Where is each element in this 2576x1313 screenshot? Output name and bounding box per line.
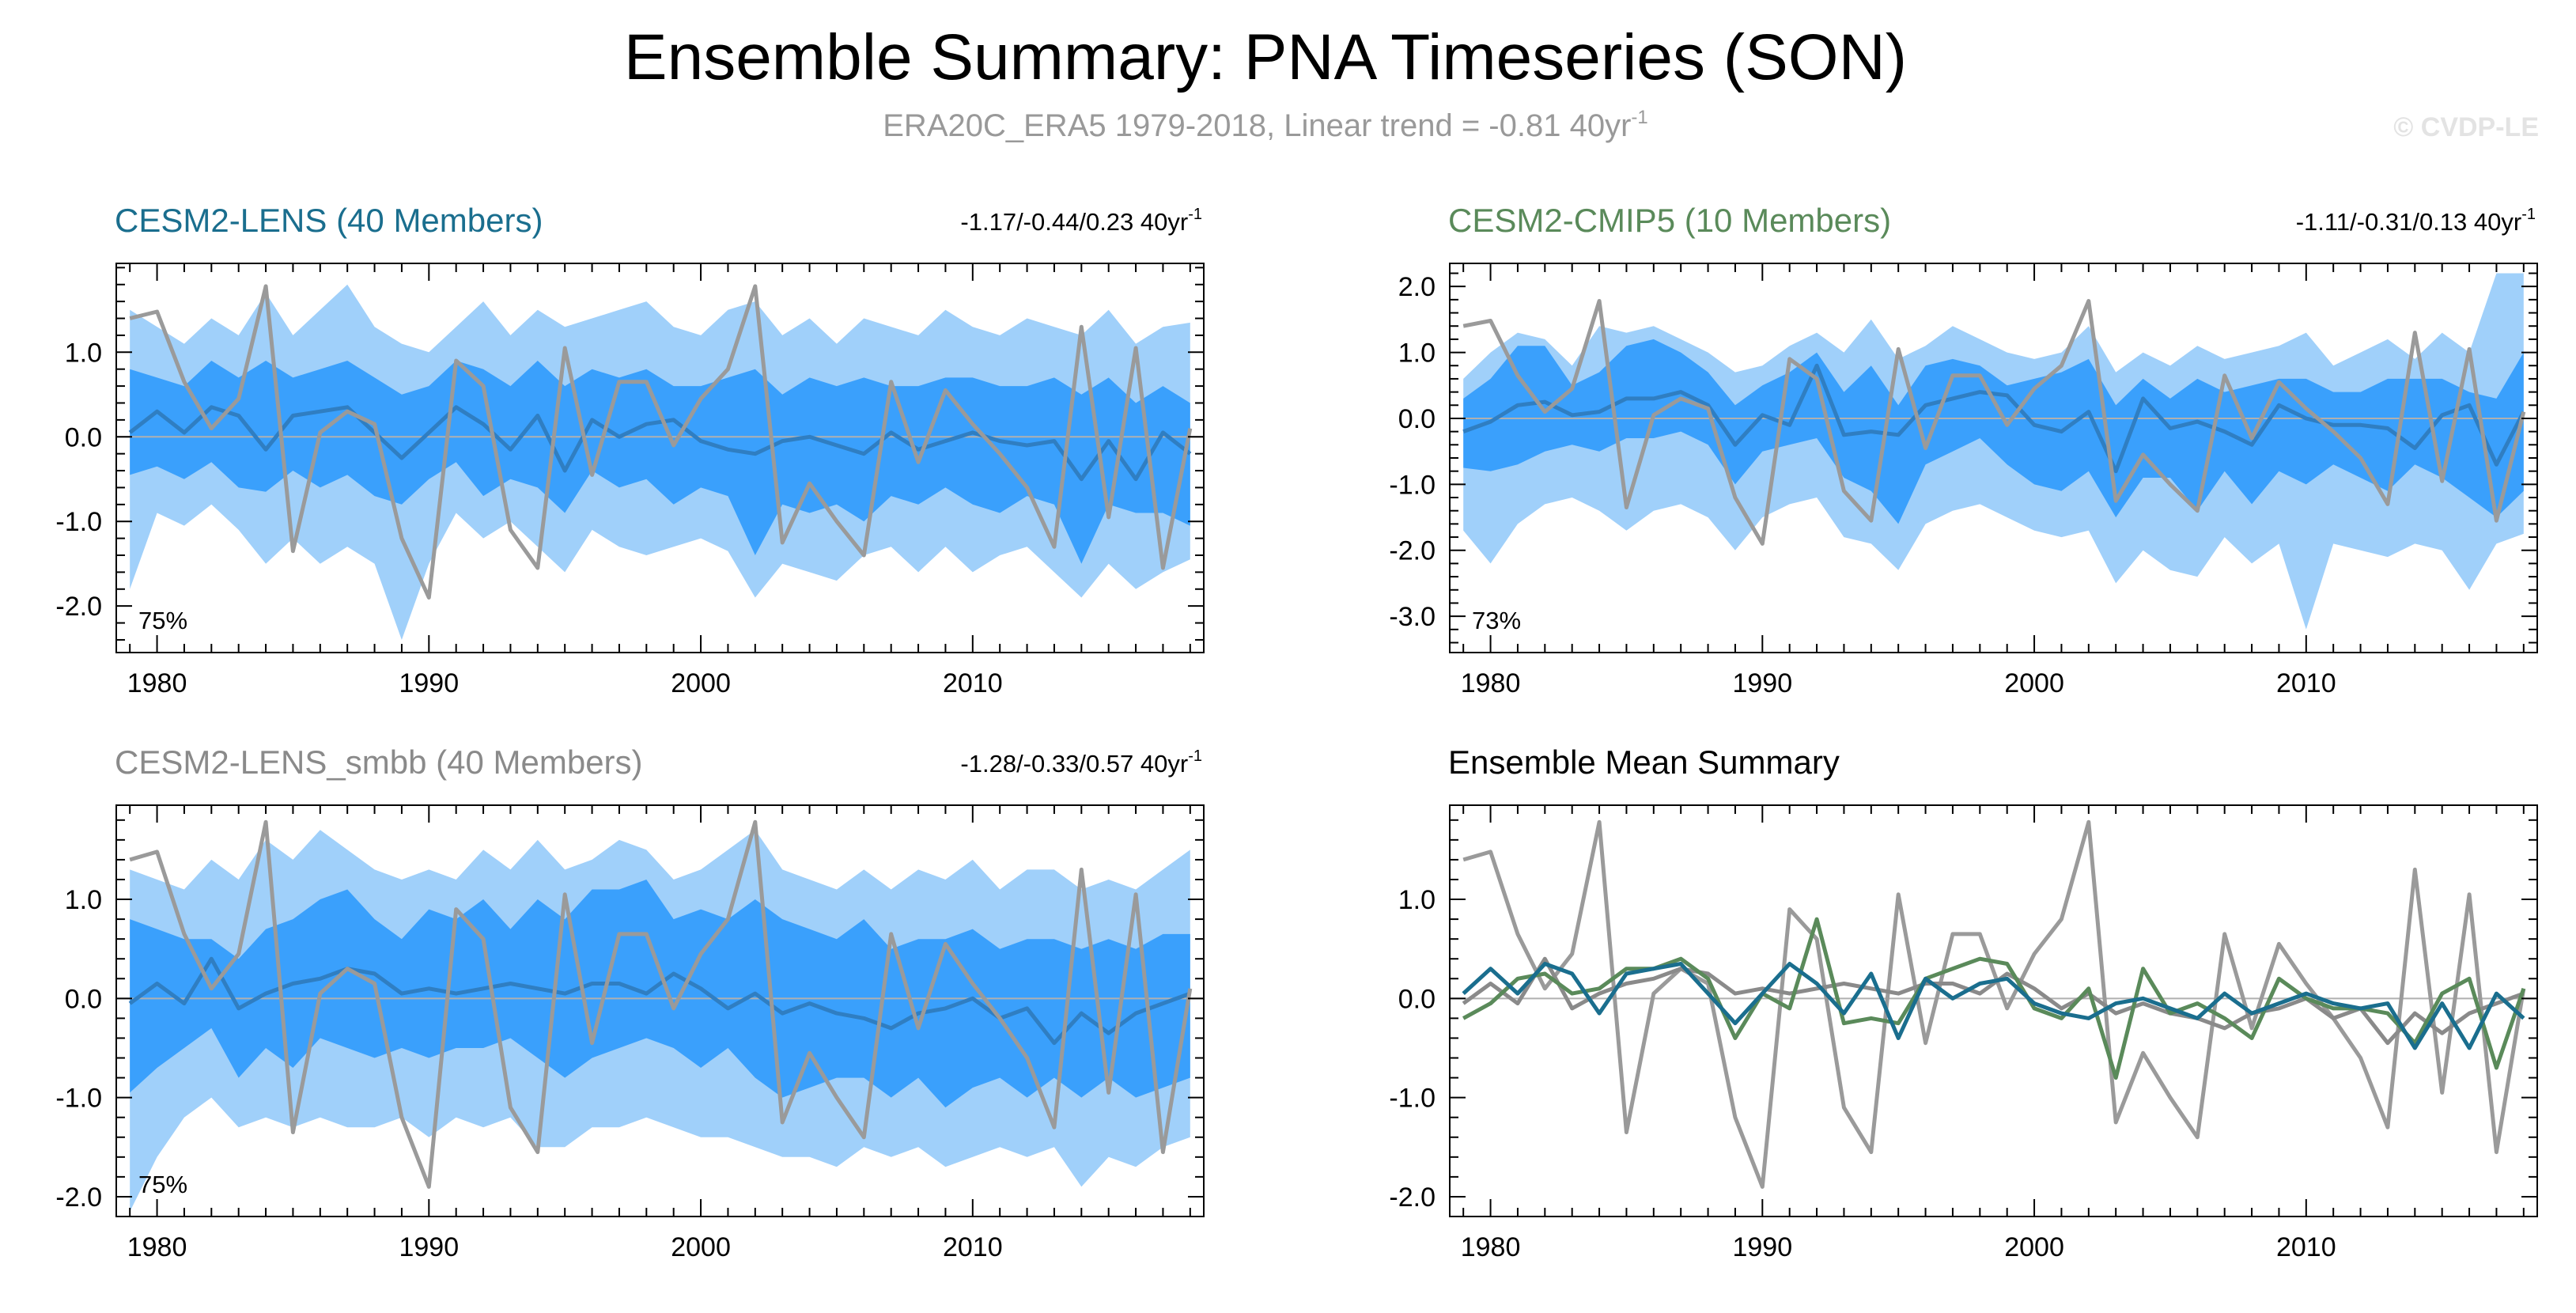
- series-line-2: [1462, 917, 2526, 1080]
- figure-subtitle: ERA20C_ERA5 1979-2018, Linear trend = -0…: [883, 107, 1648, 143]
- panel-title: CESM2-LENS_smbb (40 Members): [115, 744, 643, 781]
- y-tick-label: -3.0: [1389, 602, 1436, 632]
- x-tick-label: 1990: [399, 668, 459, 698]
- trend-superscript: -1: [1188, 747, 1202, 765]
- plot-frame: [1449, 804, 2538, 1217]
- y-tick-label: 1.0: [65, 338, 102, 368]
- y-tick-label: -2.0: [55, 1182, 102, 1213]
- y-tick-label: -1.0: [55, 1084, 102, 1114]
- observed-line: [129, 284, 1193, 600]
- y-tick-label: 0.0: [65, 984, 102, 1014]
- trend-text: -1.17/-0.44/0.23 40yr: [960, 208, 1188, 236]
- subtitle-text: ERA20C_ERA5 1979-2018, Linear trend = -0…: [883, 108, 1631, 143]
- x-tick-label: 2010: [2276, 1232, 2336, 1262]
- y-tick-label: 1.0: [1398, 885, 1436, 915]
- percent-label: 75%: [138, 1171, 187, 1198]
- y-tick-label: -2.0: [1389, 536, 1436, 566]
- x-tick-label: 2000: [671, 668, 731, 698]
- ensemble-mean-line: [1462, 363, 2526, 474]
- x-tick-label: 1980: [127, 668, 187, 698]
- inner-spread-band: [1463, 339, 2524, 524]
- watermark-label: © CVDP-LE: [2393, 112, 2539, 142]
- inner-spread-band: [130, 880, 1190, 1108]
- y-tick-label: 1.0: [1398, 339, 1436, 369]
- figure-title: Ensemble Summary: PNA Timeseries (SON): [624, 21, 1907, 93]
- x-tick-label: 1990: [1732, 1232, 1792, 1262]
- series-line-1: [1462, 956, 2525, 1046]
- y-tick-label: -1.0: [55, 507, 102, 537]
- trend-label: -1.28/-0.33/0.57 40yr-1: [960, 747, 1202, 778]
- plot-frame: [115, 804, 1205, 1217]
- percent-label: 73%: [1472, 607, 1521, 634]
- y-tick-label: -1.0: [1389, 1084, 1436, 1114]
- trend-superscript: -1: [2521, 206, 2536, 223]
- series-line-0: [1462, 819, 2526, 1189]
- trend-label: -1.11/-0.31/0.13 40yr-1: [2296, 206, 2536, 236]
- y-tick-label: -2.0: [55, 592, 102, 622]
- panel-title: CESM2-LENS (40 Members): [115, 202, 543, 239]
- plot-area: [1450, 273, 2537, 630]
- x-tick-label: 1980: [127, 1232, 187, 1262]
- y-tick-label: 1.0: [65, 885, 102, 915]
- ensemble-mean-line: [128, 956, 1191, 1046]
- panel-summary: -2.0 -1.0 0.0 1.0 1980 1990 2000 2010 Ensemble M…: [1389, 744, 2538, 1262]
- plot-area: [116, 819, 1204, 1212]
- trend-text: -1.11/-0.31/0.13 40yr: [2296, 208, 2522, 236]
- observed-line: [1462, 299, 2526, 546]
- plot-area: [1450, 819, 2537, 1189]
- observed-line: [129, 819, 1193, 1189]
- inner-spread-band: [130, 361, 1190, 564]
- outer-spread-band: [1463, 273, 2524, 630]
- panel-smbb: -2.0 -1.0 0.0 1.0 1980 1990 2000 2010 CESM2-LENS…: [55, 744, 1205, 1262]
- y-tick-label: -1.0: [1389, 470, 1436, 500]
- x-tick-label: 2000: [2004, 1232, 2064, 1262]
- y-tick-label: -2.0: [1389, 1182, 1436, 1213]
- x-tick-label: 2000: [2004, 668, 2064, 698]
- y-tick-label: 0.0: [1398, 984, 1436, 1014]
- ensemble-mean-line: [128, 405, 1192, 482]
- x-tick-label: 1980: [1461, 668, 1521, 698]
- trend-text: -1.28/-0.33/0.57 40yr: [960, 750, 1188, 778]
- x-tick-label: 2010: [943, 1232, 1003, 1262]
- x-tick-label: 1980: [1461, 1232, 1521, 1262]
- trend-superscript: -1: [1188, 206, 1202, 223]
- trend-label: -1.17/-0.44/0.23 40yr-1: [960, 206, 1202, 236]
- x-tick-label: 2010: [943, 668, 1003, 698]
- y-tick-label: 2.0: [1398, 272, 1436, 302]
- plot-area: [116, 284, 1204, 640]
- x-tick-label: 2000: [671, 1232, 731, 1262]
- percent-label: 75%: [138, 607, 187, 634]
- panel-lens: -2.0 -1.0 0.0 1.0 1980 1990 2000 2010 CESM2-LENS…: [55, 202, 1205, 698]
- x-tick-label: 1990: [399, 1232, 459, 1262]
- subtitle-superscript: -1: [1631, 107, 1647, 128]
- x-tick-label: 1990: [1732, 668, 1792, 698]
- plot-frame: [115, 263, 1205, 653]
- panel-title: Ensemble Mean Summary: [1448, 744, 1840, 781]
- x-tick-label: 2010: [2276, 668, 2336, 698]
- series-line-3: [1462, 962, 2525, 1050]
- panel-cmip5: -3.0 -2.0 -1.0 0.0 1.0 2.0 1980 1990 2000 2010 CES…: [1389, 202, 2538, 698]
- panels-group: -2.0 -1.0 0.0 1.0 1980 1990 2000 2010 CESM2-LENS…: [55, 202, 2538, 1262]
- y-tick-label: 0.0: [65, 422, 102, 452]
- y-tick-label: 0.0: [1398, 404, 1436, 434]
- panel-title: CESM2-CMIP5 (10 Members): [1448, 202, 1891, 239]
